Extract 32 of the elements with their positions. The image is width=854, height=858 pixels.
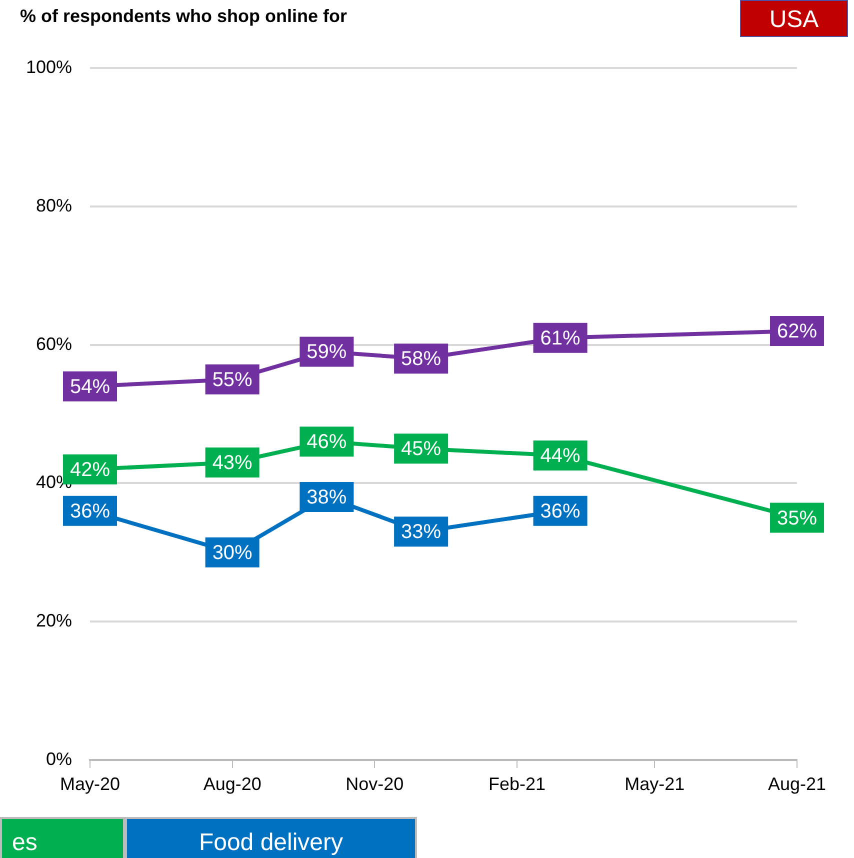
data-label: 36% [70,500,110,522]
chart-subtitle: USA [740,0,848,37]
data-label: 61% [540,327,581,350]
x-tick-label: Nov-20 [346,774,404,794]
data-label: 58% [401,348,442,370]
data-label: 38% [306,486,347,509]
data-label: 54% [70,376,110,398]
y-tick-label: 80% [36,195,72,216]
x-tick-label: Aug-20 [203,774,262,794]
y-tick-label: 0% [46,748,72,769]
data-label: 45% [401,438,442,460]
x-tick-label: Aug-21 [768,774,826,794]
text: es [0,817,125,858]
text: Food delivery [125,817,417,858]
data-label: 35% [776,507,818,530]
data-label: 62% [776,320,818,342]
data-label: 59% [306,341,347,364]
data-label: 46% [306,431,347,454]
y-tick-label: 100% [26,56,72,77]
x-tick-label: Feb-21 [488,774,546,794]
data-label: 30% [212,542,253,564]
chart-title: % of respondents who shop online for [20,6,347,27]
x-tick-label: May-20 [60,774,120,794]
y-tick-label: 20% [36,610,72,631]
x-tick-label: May-21 [624,774,685,794]
data-label: 36% [540,500,581,522]
data-label: 43% [212,452,253,474]
y-tick-label: 60% [36,334,72,354]
data-label: 33% [401,521,442,544]
data-label: 55% [212,368,253,391]
data-label: 44% [540,445,581,468]
data-label: 42% [70,458,110,481]
